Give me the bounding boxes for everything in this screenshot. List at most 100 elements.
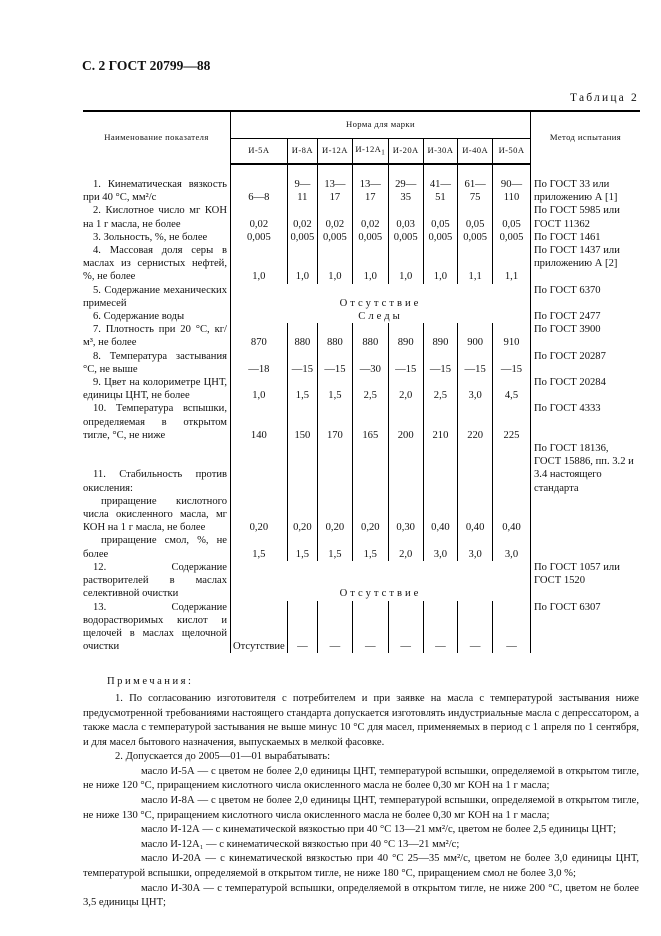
row-name: приращение кислотного числа окисленного …: [83, 495, 227, 534]
mark-label: И-30А: [427, 145, 454, 156]
row-value: —: [457, 600, 493, 654]
row-value: 1,0: [230, 244, 288, 284]
row-value: 0,005: [286, 230, 318, 245]
row-name: 6. Содержание воды: [93, 311, 185, 323]
row-value: —15: [457, 349, 493, 377]
mark-header: И-30А: [422, 138, 458, 165]
row-method: По ГОСТ 18136, ГОСТ 15886, пп. 3.2 и 3.4…: [530, 442, 640, 495]
row-method: По ГОСТ 33 или приложению А [1]: [530, 164, 640, 205]
row-value: 1,0: [387, 244, 424, 284]
mark-label: И-5А: [248, 145, 270, 156]
table-row: 10. Температура вспышки, определяемая в …: [83, 402, 640, 443]
row-method: По ГОСТ 20284: [530, 376, 640, 403]
row-value: 1,1: [457, 244, 493, 284]
row-method: По ГОСТ 1057 или ГОСТ 1520: [530, 560, 640, 601]
notes-title: Примечания:: [107, 676, 194, 688]
mark-header: И-50А: [492, 138, 531, 165]
row-value: 165: [351, 402, 389, 443]
table-row: 8. Температура застывания °С, не выше —18…: [83, 349, 640, 377]
row-value: —: [286, 600, 318, 654]
row-value: 3,0: [457, 376, 493, 403]
row-name: 10. Температура вспышки, определяемая в …: [83, 403, 227, 441]
row-value: 880: [351, 323, 389, 350]
note-2: 2. Допускается до 2005—01—01 вырабатыват…: [115, 751, 331, 763]
mark-header: И-40А: [457, 138, 493, 165]
row-value: 2,5: [351, 376, 389, 403]
row-value: 0,40: [492, 494, 531, 535]
table-caption: Таблица 2: [570, 92, 639, 104]
row-value: 1,5: [230, 534, 288, 561]
row-value: 0,005: [457, 230, 493, 245]
row-value: 890: [387, 323, 424, 350]
note-item: масло И-8А — с цветом не более 2,0 едини…: [83, 795, 639, 821]
mark-label: И-8А: [291, 145, 313, 156]
row-value: 140: [230, 402, 288, 443]
row-value: 870: [230, 323, 288, 350]
row-value: [351, 442, 389, 495]
row-value: [492, 442, 531, 495]
row-value: 41—51: [422, 164, 458, 205]
row-value: —15: [387, 349, 424, 377]
row-method: По ГОСТ 4333: [530, 402, 640, 443]
table-row: 11. Стабильность против окисления: По ГОС…: [83, 442, 640, 495]
row-method: [530, 534, 640, 561]
mark-label: И-12А: [321, 145, 348, 156]
specs-table: Наименование показателя Норма для марки …: [83, 110, 640, 654]
row-value: —18: [230, 349, 288, 377]
row-name: 8. Температура застывания °С, не выше: [83, 350, 227, 375]
row-value: 9—11: [286, 164, 318, 205]
note-item: масло И-12А — с кинематической вязкостью…: [141, 824, 617, 836]
row-name: 1. Кинематическая вязкость при 40 °С, мм…: [83, 179, 227, 204]
row-value: 0,005: [351, 230, 389, 245]
col-header-norm: Норма для марки: [230, 110, 531, 139]
row-value: 0,20: [230, 494, 288, 535]
row-value: 1,0: [286, 244, 318, 284]
row-value: 0,20: [317, 494, 353, 535]
row-value: 150: [286, 402, 318, 443]
table-row: 5. Содержание механических примесей Отсут…: [83, 283, 640, 311]
row-value: 225: [492, 402, 531, 443]
row-name: 11. Стабильность против окисления:: [83, 469, 227, 494]
table-row: 1. Кинематическая вязкость при 40 °С, мм…: [83, 164, 640, 205]
table-row: 2. Кислотное число мг КОН на 1 г масла, …: [83, 204, 640, 231]
row-value: [230, 442, 288, 495]
row-name: 13. Содержание водорастворимых кислот и …: [83, 601, 227, 653]
row-span-value: Следы: [230, 310, 531, 324]
table-row: 13. Содержание водорастворимых кислот и …: [83, 600, 640, 654]
row-value: 1,5: [317, 376, 353, 403]
row-value: 29—35: [387, 164, 424, 205]
row-value: —: [492, 600, 531, 654]
row-value: 0,02: [230, 204, 288, 231]
row-value: 90—110: [492, 164, 531, 205]
row-value: 3,0: [492, 534, 531, 561]
row-value: 0,02: [286, 204, 318, 231]
row-value: 3,0: [457, 534, 493, 561]
row-value: —15: [286, 349, 318, 377]
row-value: 2,0: [387, 376, 424, 403]
row-value: 1,5: [286, 376, 318, 403]
row-value: 900: [457, 323, 493, 350]
notes: Примечания: 1. По согласованию изготовит…: [83, 675, 639, 911]
mark-label: И-40А: [462, 145, 489, 156]
row-name: 3. Зольность, %, не более: [93, 231, 208, 243]
row-method: По ГОСТ 2477: [530, 310, 640, 324]
row-method: По ГОСТ 1461: [530, 230, 640, 245]
row-span-value: Отсутствие: [230, 283, 531, 311]
row-value: 220: [457, 402, 493, 443]
row-value: 0,30: [387, 494, 424, 535]
row-value: [457, 442, 493, 495]
note-1: 1. По согласованию изготовителя с потреб…: [83, 692, 639, 748]
row-name: 7. Плотность при 20 °С, кг/м³, не более: [83, 324, 227, 349]
row-method: По ГОСТ 6370: [530, 283, 640, 311]
row-value: —: [317, 600, 353, 654]
mark-label: И-50А: [498, 145, 525, 156]
table-row: 3. Зольность, %, не более 0,005 0,005 0,005…: [83, 230, 640, 245]
row-value: 0,05: [492, 204, 531, 231]
page-header: С. 2 ГОСТ 20799—88: [82, 58, 211, 73]
mark-label: И-12А: [355, 143, 382, 154]
row-value: 6—8: [230, 164, 288, 205]
page-body: Наименование показателя Норма для марки …: [83, 110, 640, 911]
row-value: 0,02: [351, 204, 389, 231]
row-value: 170: [317, 402, 353, 443]
row-value: 4,5: [492, 376, 531, 403]
